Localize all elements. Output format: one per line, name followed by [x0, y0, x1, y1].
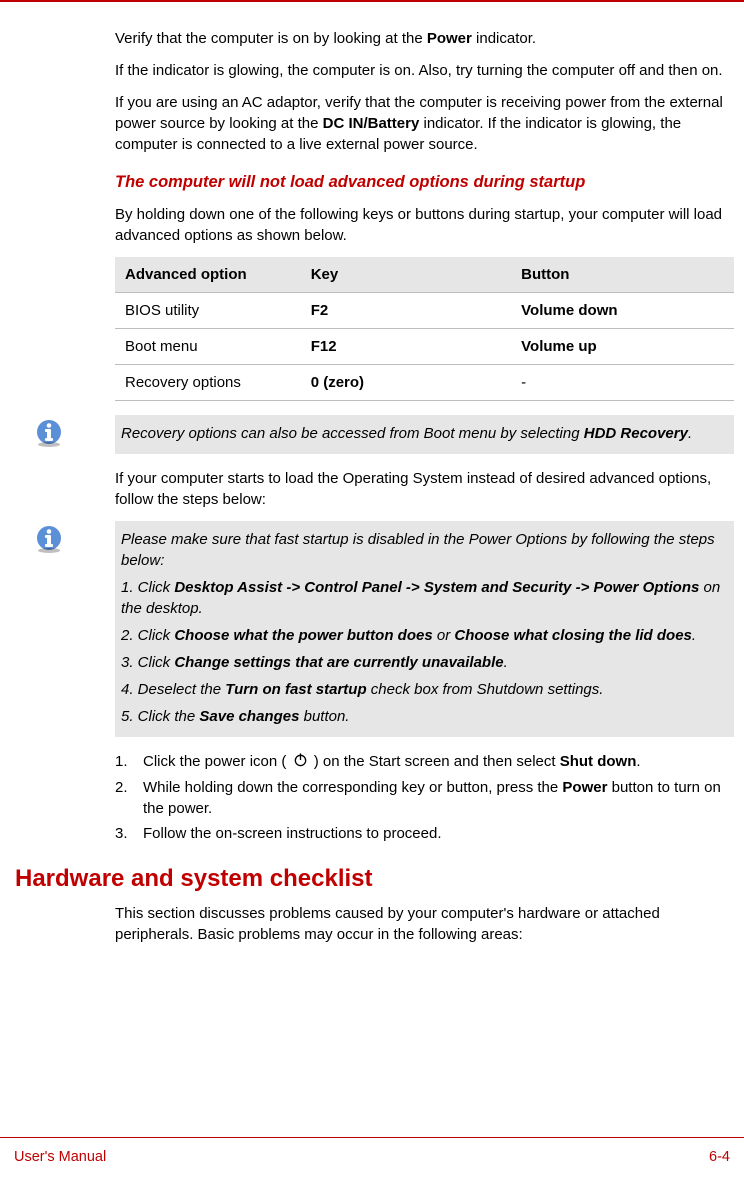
bold-text: Choose what closing the lid does — [454, 627, 692, 644]
table-row: Recovery options 0 (zero) - — [115, 365, 734, 401]
step-number: 2. — [115, 777, 143, 819]
table-cell: F2 — [301, 293, 511, 329]
table-cell: Boot menu — [115, 329, 301, 365]
info-text: 4. Deselect the Turn on fast startup che… — [121, 679, 724, 700]
table-cell: Volume down — [511, 293, 734, 329]
table-header-row: Advanced option Key Button — [115, 257, 734, 293]
info-text: 1. Click Desktop Assist -> Control Panel… — [121, 577, 724, 619]
bold-text: Desktop Assist -> Control Panel -> Syste… — [174, 579, 699, 596]
step-item: 2. While holding down the corresponding … — [115, 777, 734, 819]
bold-text: DC IN/Battery — [323, 115, 420, 132]
text: Click the power icon ( — [143, 753, 291, 770]
text: ) on the Start screen and then select — [310, 753, 560, 770]
info-text: Please make sure that fast startup is di… — [121, 529, 724, 571]
bold-text: Shut down — [560, 753, 637, 770]
bold-text: Change settings that are currently unava… — [174, 654, 503, 671]
text: Recovery options can also be accessed fr… — [121, 425, 584, 442]
bold-text: Power — [562, 779, 607, 796]
text: indicator. — [472, 30, 536, 47]
table-header: Key — [301, 257, 511, 293]
advanced-options-table: Advanced option Key Button BIOS utility … — [115, 257, 734, 401]
table-row: Boot menu F12 Volume up — [115, 329, 734, 365]
paragraph: If you are using an AC adaptor, verify t… — [115, 92, 734, 155]
info-note: Please make sure that fast startup is di… — [33, 521, 734, 737]
info-icon — [33, 417, 65, 449]
page-content: Verify that the computer is on by lookin… — [0, 0, 744, 945]
table-cell: BIOS utility — [115, 293, 301, 329]
info-note: Recovery options can also be accessed fr… — [33, 415, 734, 454]
bold-text: Choose what the power button does — [174, 627, 432, 644]
footer-title: User's Manual — [14, 1147, 106, 1167]
subheading-startup-options: The computer will not load advanced opti… — [115, 171, 734, 194]
bold-text: HDD Recovery — [584, 425, 688, 442]
info-icon — [33, 523, 65, 555]
step-item: 3. Follow the on-screen instructions to … — [115, 823, 734, 844]
numbered-steps: 1. Click the power icon ( ) on the Start… — [115, 751, 734, 844]
table-cell: F12 — [301, 329, 511, 365]
paragraph: This section discusses problems caused b… — [115, 903, 734, 945]
info-text: 5. Click the Save changes button. — [121, 706, 724, 727]
text: 1. Click — [121, 579, 174, 596]
paragraph: Verify that the computer is on by lookin… — [115, 28, 734, 49]
table-cell: Volume up — [511, 329, 734, 365]
text: . — [636, 753, 640, 770]
table-header: Button — [511, 257, 734, 293]
text: or — [433, 627, 455, 644]
info-text: 3. Click Change settings that are curren… — [121, 652, 724, 673]
top-border — [0, 0, 744, 2]
text: 4. Deselect the — [121, 681, 225, 698]
text: 5. Click the — [121, 708, 199, 725]
table-cell: 0 (zero) — [301, 365, 511, 401]
text: . — [504, 654, 508, 671]
heading-hardware-checklist: Hardware and system checklist — [15, 862, 734, 896]
text: Verify that the computer is on by lookin… — [115, 30, 427, 47]
text: 3. Click — [121, 654, 174, 671]
info-text: Recovery options can also be accessed fr… — [121, 423, 724, 444]
text: button. — [299, 708, 349, 725]
table-header: Advanced option — [115, 257, 301, 293]
step-number: 3. — [115, 823, 143, 844]
info-box: Recovery options can also be accessed fr… — [115, 415, 734, 454]
text: While holding down the corresponding key… — [143, 779, 562, 796]
paragraph: By holding down one of the following key… — [115, 204, 734, 246]
step-text: Click the power icon ( ) on the Start sc… — [143, 751, 734, 773]
bold-text: Turn on fast startup — [225, 681, 366, 698]
step-item: 1. Click the power icon ( ) on the Start… — [115, 751, 734, 773]
text: . — [692, 627, 696, 644]
paragraph: If your computer starts to load the Oper… — [115, 468, 734, 510]
page-footer: User's Manual 6-4 — [0, 1137, 744, 1179]
info-text: 2. Click Choose what the power button do… — [121, 625, 724, 646]
info-box: Please make sure that fast startup is di… — [115, 521, 734, 737]
table-cell: - — [511, 365, 734, 401]
step-text: While holding down the corresponding key… — [143, 777, 734, 819]
paragraph: If the indicator is glowing, the compute… — [115, 60, 734, 81]
footer-page-number: 6-4 — [709, 1147, 730, 1167]
text: check box from Shutdown settings. — [367, 681, 604, 698]
table-cell: Recovery options — [115, 365, 301, 401]
bold-text: Save changes — [199, 708, 299, 725]
power-icon — [293, 752, 308, 773]
table-row: BIOS utility F2 Volume down — [115, 293, 734, 329]
text: . — [688, 425, 692, 442]
bold-text: Power — [427, 30, 472, 47]
step-number: 1. — [115, 751, 143, 773]
step-text: Follow the on-screen instructions to pro… — [143, 823, 734, 844]
text: 2. Click — [121, 627, 174, 644]
